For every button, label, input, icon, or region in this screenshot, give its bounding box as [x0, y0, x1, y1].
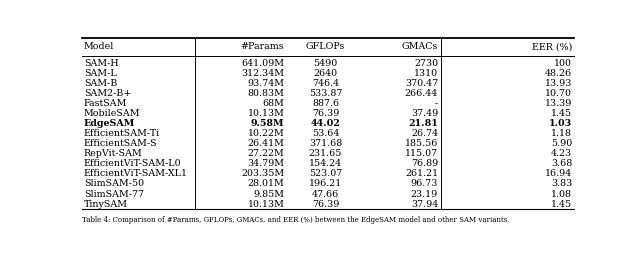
Text: 10.70: 10.70 — [545, 89, 572, 98]
Text: GFLOPs: GFLOPs — [306, 42, 345, 51]
Text: 371.68: 371.68 — [309, 139, 342, 148]
Text: Table 4: Comparison of #Params, GFLOPs, GMACs, and EER (%) between the EdgeSAM m: Table 4: Comparison of #Params, GFLOPs, … — [83, 216, 510, 224]
Text: MobileSAM: MobileSAM — [84, 109, 140, 118]
Text: 26.41M: 26.41M — [248, 139, 284, 148]
Text: 100: 100 — [554, 59, 572, 68]
Text: 2640: 2640 — [314, 69, 337, 78]
Text: 16.94: 16.94 — [545, 169, 572, 178]
Text: 261.21: 261.21 — [405, 169, 438, 178]
Text: RepVit-SAM: RepVit-SAM — [84, 149, 143, 158]
Text: 26.74: 26.74 — [411, 129, 438, 138]
Text: 10.13M: 10.13M — [248, 109, 284, 118]
Text: EdgeSAM: EdgeSAM — [84, 119, 135, 128]
Text: EfficientViT-SAM-L0: EfficientViT-SAM-L0 — [84, 159, 182, 168]
Text: 13.93: 13.93 — [545, 79, 572, 88]
Text: 76.89: 76.89 — [411, 159, 438, 168]
Text: 1.18: 1.18 — [551, 129, 572, 138]
Text: SAM-H: SAM-H — [84, 59, 118, 68]
Text: 1.45: 1.45 — [551, 109, 572, 118]
Text: 3.68: 3.68 — [551, 159, 572, 168]
Text: 76.39: 76.39 — [312, 109, 339, 118]
Text: 80.83M: 80.83M — [248, 89, 284, 98]
Text: 23.19: 23.19 — [411, 189, 438, 199]
Text: 13.39: 13.39 — [545, 99, 572, 108]
Text: 9.85M: 9.85M — [253, 189, 284, 199]
Text: 93.74M: 93.74M — [247, 79, 284, 88]
Text: EER (%): EER (%) — [532, 42, 572, 51]
Text: SlimSAM-50: SlimSAM-50 — [84, 179, 144, 188]
Text: 3.83: 3.83 — [551, 179, 572, 188]
Text: 1.45: 1.45 — [551, 200, 572, 209]
Text: 203.35M: 203.35M — [241, 169, 284, 178]
Text: 48.26: 48.26 — [545, 69, 572, 78]
Text: 196.21: 196.21 — [309, 179, 342, 188]
Text: 115.07: 115.07 — [405, 149, 438, 158]
Text: 9.58M: 9.58M — [251, 119, 284, 128]
Text: 21.81: 21.81 — [408, 119, 438, 128]
Text: EfficientSAM-S: EfficientSAM-S — [84, 139, 157, 148]
Text: 231.65: 231.65 — [309, 149, 342, 158]
Text: GMACs: GMACs — [402, 42, 438, 51]
Text: 266.44: 266.44 — [405, 89, 438, 98]
Text: 312.34M: 312.34M — [241, 69, 284, 78]
Text: 5490: 5490 — [314, 59, 338, 68]
Text: SAM-L: SAM-L — [84, 69, 116, 78]
Text: 37.94: 37.94 — [411, 200, 438, 209]
Text: -: - — [435, 99, 438, 108]
Text: 47.66: 47.66 — [312, 189, 339, 199]
Text: SlimSAM-77: SlimSAM-77 — [84, 189, 144, 199]
Text: 2730: 2730 — [414, 59, 438, 68]
Text: 1310: 1310 — [414, 69, 438, 78]
Text: #Params: #Params — [241, 42, 284, 51]
Text: 44.02: 44.02 — [310, 119, 340, 128]
Text: 34.79M: 34.79M — [247, 159, 284, 168]
Text: 28.01M: 28.01M — [248, 179, 284, 188]
Text: TinySAM: TinySAM — [84, 200, 128, 209]
Text: 1.03: 1.03 — [548, 119, 572, 128]
Text: 533.87: 533.87 — [309, 89, 342, 98]
Text: SAM-B: SAM-B — [84, 79, 117, 88]
Text: FastSAM: FastSAM — [84, 99, 127, 108]
Text: 68M: 68M — [262, 99, 284, 108]
Text: EfficientSAM-Ti: EfficientSAM-Ti — [84, 129, 160, 138]
Text: 96.73: 96.73 — [411, 179, 438, 188]
Text: 185.56: 185.56 — [404, 139, 438, 148]
Text: 370.47: 370.47 — [405, 79, 438, 88]
Text: 76.39: 76.39 — [312, 200, 339, 209]
Text: 523.07: 523.07 — [309, 169, 342, 178]
Text: 154.24: 154.24 — [309, 159, 342, 168]
Text: EfficientViT-SAM-XL1: EfficientViT-SAM-XL1 — [84, 169, 188, 178]
Text: 641.09M: 641.09M — [241, 59, 284, 68]
Text: 37.49: 37.49 — [411, 109, 438, 118]
Text: 4.23: 4.23 — [551, 149, 572, 158]
Text: 746.4: 746.4 — [312, 79, 339, 88]
Text: 1.08: 1.08 — [551, 189, 572, 199]
Text: 5.90: 5.90 — [551, 139, 572, 148]
Text: 53.64: 53.64 — [312, 129, 339, 138]
Text: 10.22M: 10.22M — [248, 129, 284, 138]
Text: Model: Model — [84, 42, 115, 51]
Text: 10.13M: 10.13M — [248, 200, 284, 209]
Text: SAM2-B+: SAM2-B+ — [84, 89, 131, 98]
Text: 27.22M: 27.22M — [248, 149, 284, 158]
Text: 887.6: 887.6 — [312, 99, 339, 108]
